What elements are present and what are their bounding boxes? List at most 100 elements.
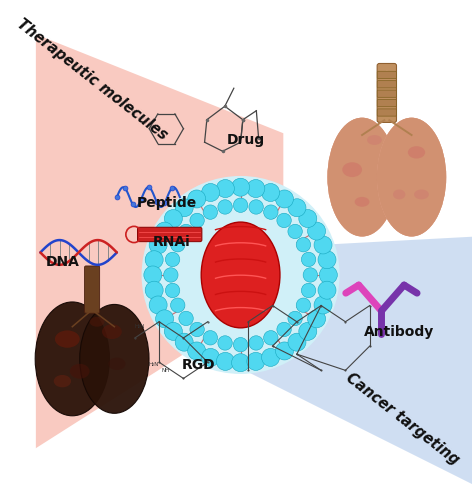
Circle shape (179, 311, 193, 326)
Circle shape (319, 266, 337, 284)
Ellipse shape (108, 358, 126, 370)
Text: RNAi: RNAi (153, 234, 190, 248)
Circle shape (247, 352, 265, 370)
Text: RGD: RGD (182, 358, 216, 372)
Circle shape (262, 184, 279, 202)
Circle shape (203, 205, 218, 220)
Circle shape (318, 281, 336, 299)
Circle shape (201, 184, 219, 202)
Ellipse shape (367, 135, 382, 145)
Circle shape (314, 296, 332, 314)
Ellipse shape (393, 190, 406, 200)
Circle shape (233, 198, 248, 212)
Circle shape (232, 178, 249, 196)
Circle shape (288, 198, 306, 216)
Text: Therapeutic molecules: Therapeutic molecules (14, 16, 170, 142)
Circle shape (218, 336, 232, 350)
Ellipse shape (377, 118, 446, 236)
Circle shape (249, 336, 263, 350)
Text: Peptide: Peptide (137, 196, 198, 210)
Ellipse shape (327, 118, 397, 236)
Circle shape (301, 284, 316, 298)
Circle shape (175, 333, 193, 351)
FancyBboxPatch shape (377, 90, 397, 98)
Text: Antibody: Antibody (364, 324, 435, 338)
Circle shape (141, 176, 339, 374)
Ellipse shape (377, 118, 446, 236)
Circle shape (144, 266, 162, 284)
Circle shape (149, 236, 167, 254)
Circle shape (164, 322, 182, 340)
Circle shape (165, 252, 180, 266)
FancyBboxPatch shape (377, 100, 397, 106)
Circle shape (164, 268, 178, 282)
Circle shape (276, 342, 293, 360)
Ellipse shape (377, 118, 446, 236)
Circle shape (277, 213, 291, 228)
Circle shape (233, 338, 248, 352)
FancyBboxPatch shape (377, 109, 397, 116)
FancyBboxPatch shape (85, 266, 99, 313)
Circle shape (156, 222, 174, 240)
Circle shape (249, 200, 263, 214)
Polygon shape (36, 34, 283, 448)
Ellipse shape (201, 222, 280, 328)
Circle shape (170, 298, 185, 312)
Ellipse shape (414, 190, 429, 200)
Text: Drug: Drug (227, 134, 265, 147)
Circle shape (303, 268, 317, 282)
Circle shape (203, 330, 218, 345)
Circle shape (299, 322, 317, 340)
Ellipse shape (70, 364, 89, 378)
Circle shape (299, 210, 317, 228)
Text: DNA: DNA (46, 255, 79, 269)
Circle shape (277, 322, 291, 336)
Text: Cancer targeting: Cancer targeting (343, 370, 462, 468)
Circle shape (296, 298, 311, 312)
FancyBboxPatch shape (138, 228, 202, 241)
Circle shape (190, 213, 204, 228)
Ellipse shape (54, 375, 71, 388)
Ellipse shape (102, 324, 122, 339)
Circle shape (188, 190, 206, 208)
Circle shape (165, 284, 180, 298)
Circle shape (307, 222, 326, 240)
Circle shape (288, 333, 306, 351)
Circle shape (164, 210, 182, 228)
Ellipse shape (327, 118, 397, 236)
Ellipse shape (89, 317, 104, 326)
Circle shape (264, 330, 278, 345)
Ellipse shape (342, 162, 362, 177)
Circle shape (188, 342, 206, 360)
Text: NH: NH (162, 368, 170, 373)
Circle shape (232, 354, 249, 372)
Ellipse shape (327, 118, 397, 236)
Circle shape (179, 224, 193, 238)
Circle shape (318, 250, 336, 268)
Circle shape (201, 348, 219, 366)
Circle shape (296, 238, 311, 252)
Circle shape (170, 238, 185, 252)
FancyBboxPatch shape (377, 64, 397, 122)
Circle shape (288, 224, 302, 238)
Circle shape (217, 180, 234, 198)
Circle shape (247, 180, 265, 198)
Ellipse shape (35, 302, 109, 416)
Circle shape (276, 190, 293, 208)
Circle shape (218, 200, 232, 214)
Circle shape (145, 281, 163, 299)
Circle shape (301, 252, 316, 266)
Circle shape (190, 322, 204, 336)
Circle shape (288, 311, 302, 326)
Circle shape (264, 205, 278, 220)
Circle shape (156, 310, 174, 328)
Ellipse shape (55, 330, 79, 347)
FancyBboxPatch shape (377, 80, 397, 88)
Circle shape (217, 352, 234, 370)
FancyBboxPatch shape (377, 72, 397, 78)
Polygon shape (220, 236, 472, 484)
Ellipse shape (79, 304, 149, 414)
Ellipse shape (408, 146, 425, 158)
Circle shape (307, 310, 326, 328)
Text: H₂N: H₂N (135, 324, 145, 329)
